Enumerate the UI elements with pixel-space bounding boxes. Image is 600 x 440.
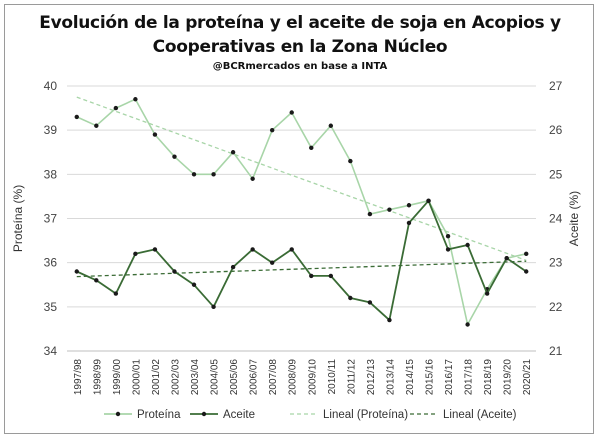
data-point-proteina (191, 172, 197, 177)
data-point-aceite (309, 273, 314, 279)
y-left-tick-label: 40 (44, 79, 58, 93)
data-point-aceite (113, 291, 119, 296)
data-point-proteina (74, 114, 79, 120)
y-right-tick-label: 21 (549, 344, 563, 358)
y-right-tick-label: 22 (549, 300, 563, 314)
legend-marker-prote-na (115, 411, 121, 417)
y-right-axis-label: Aceite (%) (567, 191, 581, 246)
x-tick-label: 2012/13 (366, 359, 377, 396)
y-left-tick-label: 34 (44, 344, 58, 358)
data-point-aceite (191, 282, 197, 287)
data-point-aceite (133, 251, 138, 257)
legend-label-aceite: Aceite (223, 409, 255, 421)
data-point-proteina (328, 123, 334, 128)
data-point-aceite (426, 198, 431, 204)
chart-subtitle: @BCRmercados en base a INTA (212, 61, 388, 72)
data-point-proteina (387, 207, 392, 212)
y-right-tick-label: 23 (549, 256, 563, 270)
x-tick-label: 2008/09 (288, 359, 299, 396)
data-point-aceite (348, 295, 353, 301)
data-point-aceite (289, 247, 294, 252)
y-left-tick-label: 38 (44, 167, 58, 181)
legend-label-prote-na: Proteína (137, 409, 181, 421)
x-tick-label: 2002/03 (170, 359, 181, 396)
data-point-aceite (484, 291, 490, 296)
y-left-tick-label: 35 (44, 300, 58, 314)
data-point-proteina (211, 172, 216, 177)
x-tick-label: 1998/99 (92, 359, 103, 396)
y-left-tick-label: 36 (44, 256, 58, 270)
trendline-proteina (76, 96, 527, 261)
data-point-proteina (406, 203, 412, 208)
data-point-proteina (524, 251, 529, 257)
x-tick-label: 2018/19 (483, 359, 494, 396)
data-point-proteina (172, 154, 177, 159)
x-tick-label: 2010/11 (327, 359, 338, 395)
data-point-proteina (367, 211, 373, 217)
data-point-aceite (250, 247, 255, 252)
x-tick-label: 2006/07 (249, 359, 260, 396)
x-tick-label: 2001/02 (151, 359, 162, 396)
data-point-proteina (113, 105, 119, 111)
data-point-proteina (445, 233, 451, 239)
x-tick-label: 2011/12 (346, 359, 357, 395)
data-point-aceite (465, 242, 470, 248)
data-point-proteina (250, 176, 255, 181)
data-point-proteina (269, 127, 275, 133)
x-tick-label: 2016/17 (444, 359, 455, 396)
x-tick-label: 2013/14 (385, 359, 396, 396)
x-tick-label: 2000/01 (131, 359, 142, 396)
x-tick-label: 2015/16 (425, 359, 436, 396)
data-point-aceite (387, 317, 392, 323)
x-tick-label: 2020/21 (522, 359, 533, 396)
data-point-aceite (152, 247, 158, 252)
x-tick-label: 2014/15 (405, 359, 416, 396)
x-tick-label: 1999/00 (112, 359, 123, 396)
data-point-aceite (230, 264, 236, 270)
data-point-aceite (328, 273, 334, 279)
data-point-aceite (367, 300, 373, 305)
x-tick-label: 2007/08 (268, 359, 279, 396)
legend-label-lineal-prote-na: Lineal (Proteína) (323, 409, 408, 421)
legend-label-lineal-aceite: Lineal (Aceite) (443, 409, 517, 421)
data-point-aceite (172, 269, 177, 274)
data-point-aceite (524, 269, 529, 274)
y-right-tick-label: 26 (549, 123, 563, 137)
data-point-proteina (152, 132, 158, 137)
x-tick-label: 2017/18 (464, 359, 475, 396)
series-line-aceite (76, 199, 527, 322)
data-point-aceite (445, 247, 451, 252)
x-tick-label: 1997/98 (73, 359, 84, 396)
data-point-proteina (133, 97, 138, 102)
x-tick-label: 2009/10 (307, 359, 318, 396)
y-right-tick-label: 25 (549, 167, 563, 181)
data-point-proteina (309, 145, 314, 151)
series-line-proteina (76, 98, 527, 326)
data-point-proteina (94, 123, 99, 128)
y-left-tick-label: 39 (44, 123, 58, 137)
data-point-proteina (230, 150, 236, 155)
legend-marker-aceite (201, 411, 207, 417)
data-point-aceite (211, 304, 216, 310)
data-point-aceite (504, 256, 509, 261)
x-tick-label: 2004/05 (210, 359, 221, 396)
data-point-aceite (94, 278, 99, 283)
data-point-aceite (406, 220, 412, 226)
x-tick-label: 2019/20 (503, 359, 514, 396)
y-right-tick-label: 27 (549, 79, 563, 93)
chart-title-line2: Cooperativas en la Zona Núcleo (152, 37, 448, 57)
x-tick-label: 2005/06 (229, 359, 240, 396)
data-point-proteina (289, 110, 294, 115)
y-right-tick-label: 24 (549, 212, 563, 226)
y-left-axis-label: Proteína (%) (11, 185, 25, 252)
data-point-aceite (74, 269, 79, 274)
data-point-aceite (269, 260, 275, 265)
x-tick-label: 2003/04 (190, 359, 201, 396)
data-point-proteina (465, 322, 470, 327)
data-point-proteina (348, 158, 353, 164)
trendline-aceite (76, 260, 527, 278)
chart-title-line1: Evolución de la proteína y el aceite de … (39, 13, 561, 33)
y-left-tick-label: 37 (44, 212, 58, 226)
